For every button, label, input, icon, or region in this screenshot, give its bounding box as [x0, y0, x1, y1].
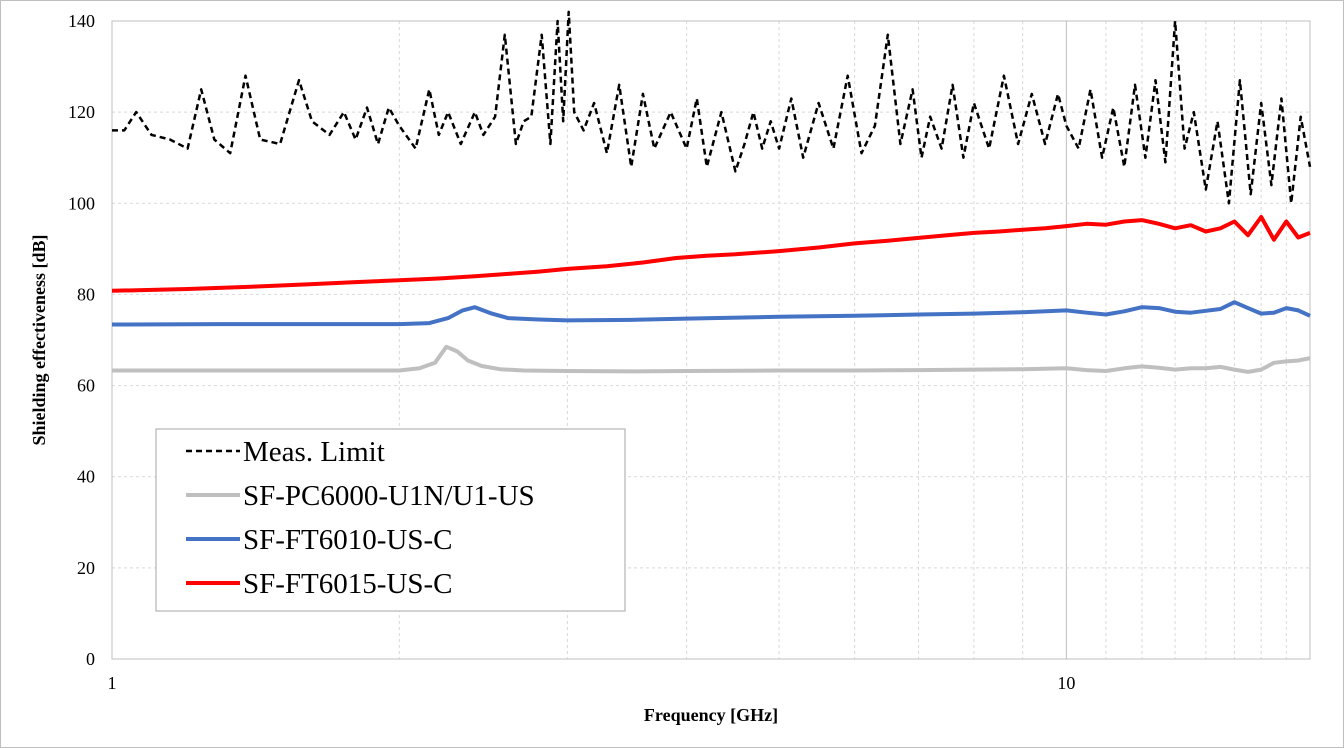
y-tick-label: 120 — [68, 102, 95, 122]
legend-label-3: SF-FT6015-US-C — [243, 568, 453, 600]
y-tick-label: 20 — [77, 558, 95, 578]
legend: Meas. Limit SF-PC6000-U1N/U1-US SF-FT6010-… — [155, 428, 626, 612]
plot-area-border — [111, 20, 1311, 660]
x-axis-title: Frequency [GHz] — [644, 705, 778, 725]
y-axis-title: Shielding effectiveness [dB] — [29, 235, 49, 446]
legend-label-0: Meas. Limit — [243, 436, 385, 468]
x-tick-label: 1 — [108, 673, 117, 693]
y-tick-label: 60 — [77, 376, 95, 396]
series-lines — [111, 10, 1312, 374]
tick-labels: 0 20 40 60 80 100 120 140 1 10 — [68, 11, 1075, 693]
series-line-3 — [111, 215, 1311, 293]
y-tick-label: 140 — [68, 11, 95, 31]
y-tick-label: 100 — [68, 193, 95, 213]
legend-label-2: SF-FT6010-US-C — [243, 524, 453, 556]
series-line-0 — [112, 10, 1312, 205]
x-tick-label: 10 — [1057, 673, 1075, 693]
y-tick-label: 0 — [86, 649, 95, 669]
legend-box — [155, 428, 626, 612]
y-tick-label: 40 — [77, 467, 95, 487]
series-line-2 — [111, 300, 1311, 327]
y-tick-label: 80 — [77, 284, 95, 304]
legend-label-1: SF-PC6000-U1N/U1-US — [243, 480, 535, 512]
series-line-1 — [112, 344, 1311, 374]
